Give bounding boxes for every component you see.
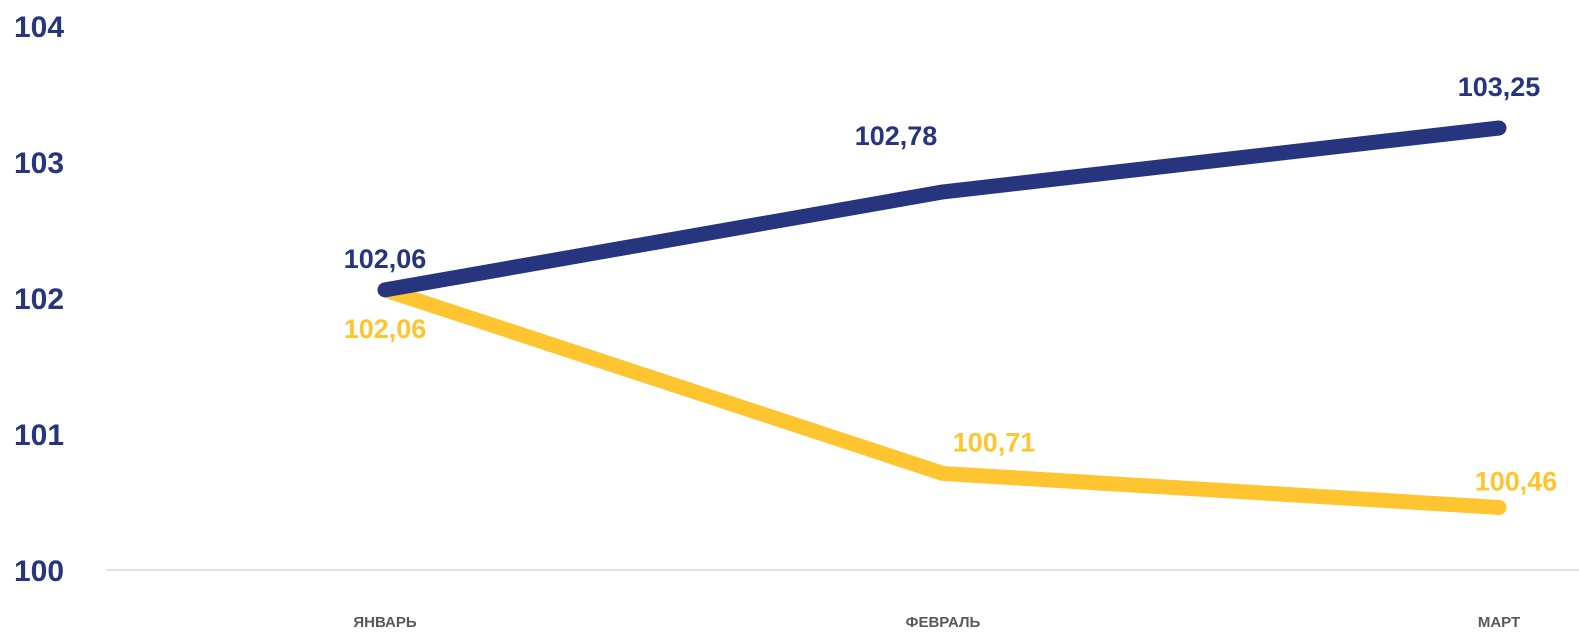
data-label: 100,71 — [953, 427, 1036, 457]
series-line — [377, 120, 1507, 298]
series-layer — [377, 120, 1507, 515]
axis-layer: 100 101 102 103 104 ЯНВАРЬ ФЕВРАЛЬ МАРТ — [14, 11, 1579, 631]
x-tick-label: МАРТ — [1478, 614, 1520, 631]
data-label: 102,78 — [855, 121, 938, 151]
series-line — [377, 282, 1507, 515]
data-label: 100,46 — [1475, 466, 1558, 496]
x-tick-label: ЯНВАРЬ — [353, 614, 417, 631]
data-label: 102,06 — [344, 314, 427, 344]
data-label: 102,06 — [344, 244, 427, 274]
label-layer: 102,06 102,78 103,25 102,06 100,71 100,46 — [344, 72, 1558, 496]
y-tick-label: 103 — [14, 147, 64, 180]
y-tick-label: 100 — [14, 555, 64, 588]
y-tick-label: 101 — [14, 419, 64, 452]
x-tick-label: ФЕВРАЛЬ — [906, 614, 981, 631]
y-tick-label: 102 — [14, 283, 64, 316]
data-label: 103,25 — [1458, 72, 1541, 102]
y-tick-label: 104 — [14, 11, 64, 44]
